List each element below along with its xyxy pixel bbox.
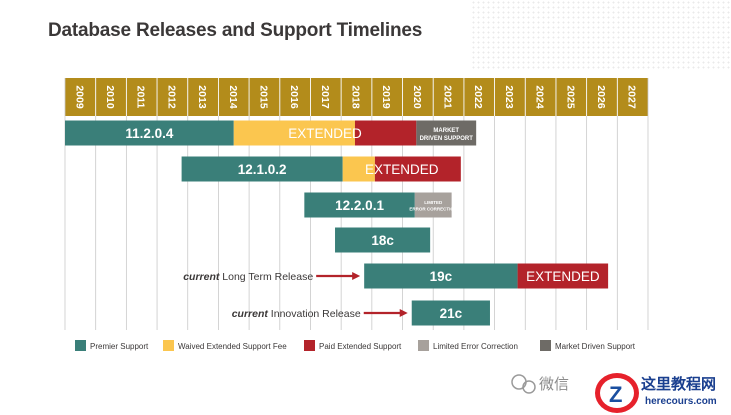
year-tick-label: 2013 <box>196 85 208 109</box>
legend-label: Premier Support <box>90 342 149 351</box>
annotation-italic: current <box>232 308 269 320</box>
annotation-arrow-head <box>399 309 408 317</box>
watermark: Z 微信 这里教程网 herecours.com <box>505 365 731 415</box>
bar-segment-market <box>416 120 477 146</box>
segment-label-line: DRIVEN SUPPORT <box>420 136 474 142</box>
bar-segment-premier <box>411 300 490 326</box>
annotation-text: current Innovation Release <box>232 308 361 320</box>
legend-label: Paid Extended Support <box>319 342 402 351</box>
bar-segment-waived <box>233 120 355 146</box>
year-tick-label: 2019 <box>380 85 392 109</box>
legend-label: Waived Extended Support Fee <box>178 342 287 351</box>
extended-overlay-label: EXTENDED <box>288 126 362 141</box>
year-tick-label: 2023 <box>503 85 515 109</box>
bar-segment-premier <box>304 192 415 218</box>
year-tick-label: 2017 <box>319 85 331 109</box>
release-label: 19c <box>430 269 453 284</box>
chart-title: Database Releases and Support Timelines <box>48 20 423 41</box>
year-tick-label: 2016 <box>288 85 300 109</box>
release-label: 12.1.0.2 <box>238 162 287 177</box>
release-label: 11.2.0.4 <box>125 126 174 141</box>
legend-swatch-paid <box>304 340 315 351</box>
year-tick-label: 2015 <box>257 85 269 109</box>
bar-segment-premier <box>364 263 518 289</box>
annotation-rest: Innovation Release <box>268 308 361 320</box>
wechat-icon <box>511 374 527 390</box>
year-tick-label: 2020 <box>411 85 423 109</box>
year-tick-label: 2010 <box>104 85 116 109</box>
segment-label-line: LIMITED <box>424 200 443 205</box>
bar-segment-premier <box>181 156 343 182</box>
annotation-rest: Long Term Release <box>219 271 313 283</box>
year-tick-label: 2024 <box>534 85 546 109</box>
bar-segment-premier <box>65 120 234 146</box>
legend-label: Market Driven Support <box>555 342 636 351</box>
bar-segment-premier <box>335 227 431 253</box>
year-tick-label: 2009 <box>73 85 85 109</box>
annotation-arrow-head <box>352 272 361 280</box>
wechat-label: 微信 <box>539 376 570 393</box>
year-tick-label: 2012 <box>165 85 177 109</box>
year-tick-label: 2021 <box>442 85 454 109</box>
bar-segment-waived <box>342 156 375 182</box>
site-name: 这里教程网 <box>641 376 717 393</box>
release-label: 18c <box>371 233 394 248</box>
year-tick-label: 2011 <box>135 86 147 109</box>
legend-swatch-premier <box>75 340 86 351</box>
segment-label: EXTENDED <box>526 269 600 284</box>
extended-overlay-label: EXTENDED <box>365 162 439 177</box>
year-tick-label: 2022 <box>472 85 484 109</box>
legend-label: Limited Error Correction <box>433 342 518 351</box>
bar-segment-paid <box>517 263 609 289</box>
decorative-dot-pattern <box>471 0 731 70</box>
svg-text:Z: Z <box>609 382 622 407</box>
bar-segment-paid <box>374 156 461 182</box>
bar-segment-limited <box>414 192 452 218</box>
legend-swatch-limited <box>418 340 429 351</box>
legend-swatch-waived <box>163 340 174 351</box>
year-tick-label: 2018 <box>350 85 362 109</box>
site-url: herecours.com <box>645 396 717 407</box>
watermark-graphic: Z <box>511 373 639 413</box>
legend-swatch-market <box>540 340 551 351</box>
release-label: 12.2.0.1 <box>335 198 384 213</box>
segment-label-line: MARKET <box>433 128 459 134</box>
year-tick-label: 2014 <box>227 85 239 109</box>
segment-label-line: ERROR CORRECTION <box>409 207 457 212</box>
year-tick-label: 2026 <box>595 85 607 109</box>
release-label: 21c <box>440 306 463 321</box>
year-header-band <box>65 78 648 116</box>
bar-segment-paid <box>354 120 417 146</box>
year-tick-label: 2027 <box>626 85 638 109</box>
annotation-italic: current <box>183 271 220 283</box>
annotation-text: current Long Term Release <box>183 271 313 283</box>
year-tick-label: 2025 <box>564 85 576 109</box>
